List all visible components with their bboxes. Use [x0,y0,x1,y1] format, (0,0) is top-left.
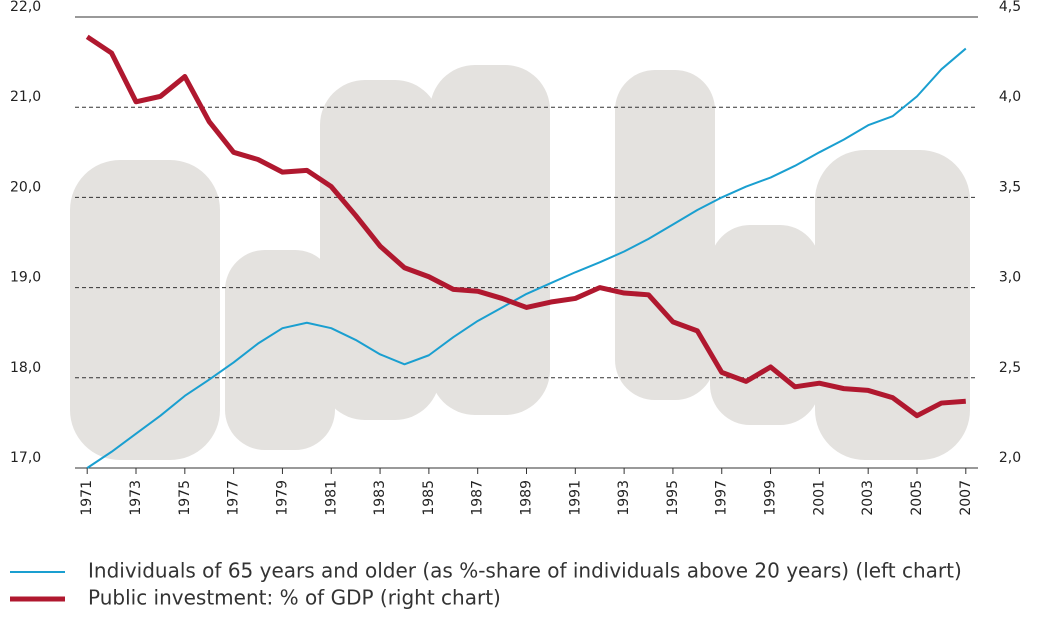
y2-tick-label: 3,0 [999,270,1021,286]
x-tick-label: 2007 [958,480,974,516]
y-tick-label: 20,0 [10,179,41,195]
x-tick-label: 1997 [714,480,730,516]
x-tick-label: 1977 [226,480,242,516]
x-tick-label: 1981 [323,480,339,516]
x-tick-label: 1971 [79,480,95,516]
x-tick-label: 1993 [616,480,632,516]
y-tick-label: 17,0 [10,450,41,466]
x-tick-label: 1983 [372,480,388,516]
x-tick-label: 1991 [567,480,583,516]
y2-tick-label: 3,5 [999,179,1021,195]
y-tick-label: 18,0 [10,360,41,376]
x-tick-label: 1995 [665,480,681,516]
x-tick-label: 2005 [909,480,925,516]
legend-label: Individuals of 65 years and older (as %-… [88,559,962,583]
y2-tick-label: 2,5 [999,360,1021,376]
y-tick-label: 19,0 [10,270,41,286]
background-illustration [70,65,970,460]
y-tick-label: 22,0 [10,0,41,15]
x-tick-label: 1979 [274,480,290,516]
legend-label: Public investment: % of GDP (right chart… [88,586,501,610]
x-tick-label: 1989 [519,480,535,516]
y2-tick-label: 4,0 [999,89,1021,105]
y2-tick-label: 2,0 [999,450,1021,466]
x-tick-label: 2001 [811,480,827,516]
x-tick-label: 1985 [421,480,437,516]
y-tick-label: 21,0 [10,89,41,105]
y2-tick-label: 4,5 [999,0,1021,15]
x-tick-label: 1973 [128,480,144,516]
x-tick-label: 2003 [860,480,876,516]
x-tick-label: 1975 [177,480,193,516]
chart: 17,0 18,0 19,0 20,0 21,0 22,0 2,0 2,5 3,0 3,5 4,0 4… [0,0,1046,626]
x-tick-label: 1999 [763,480,779,516]
x-tick-label: 1987 [470,480,486,516]
